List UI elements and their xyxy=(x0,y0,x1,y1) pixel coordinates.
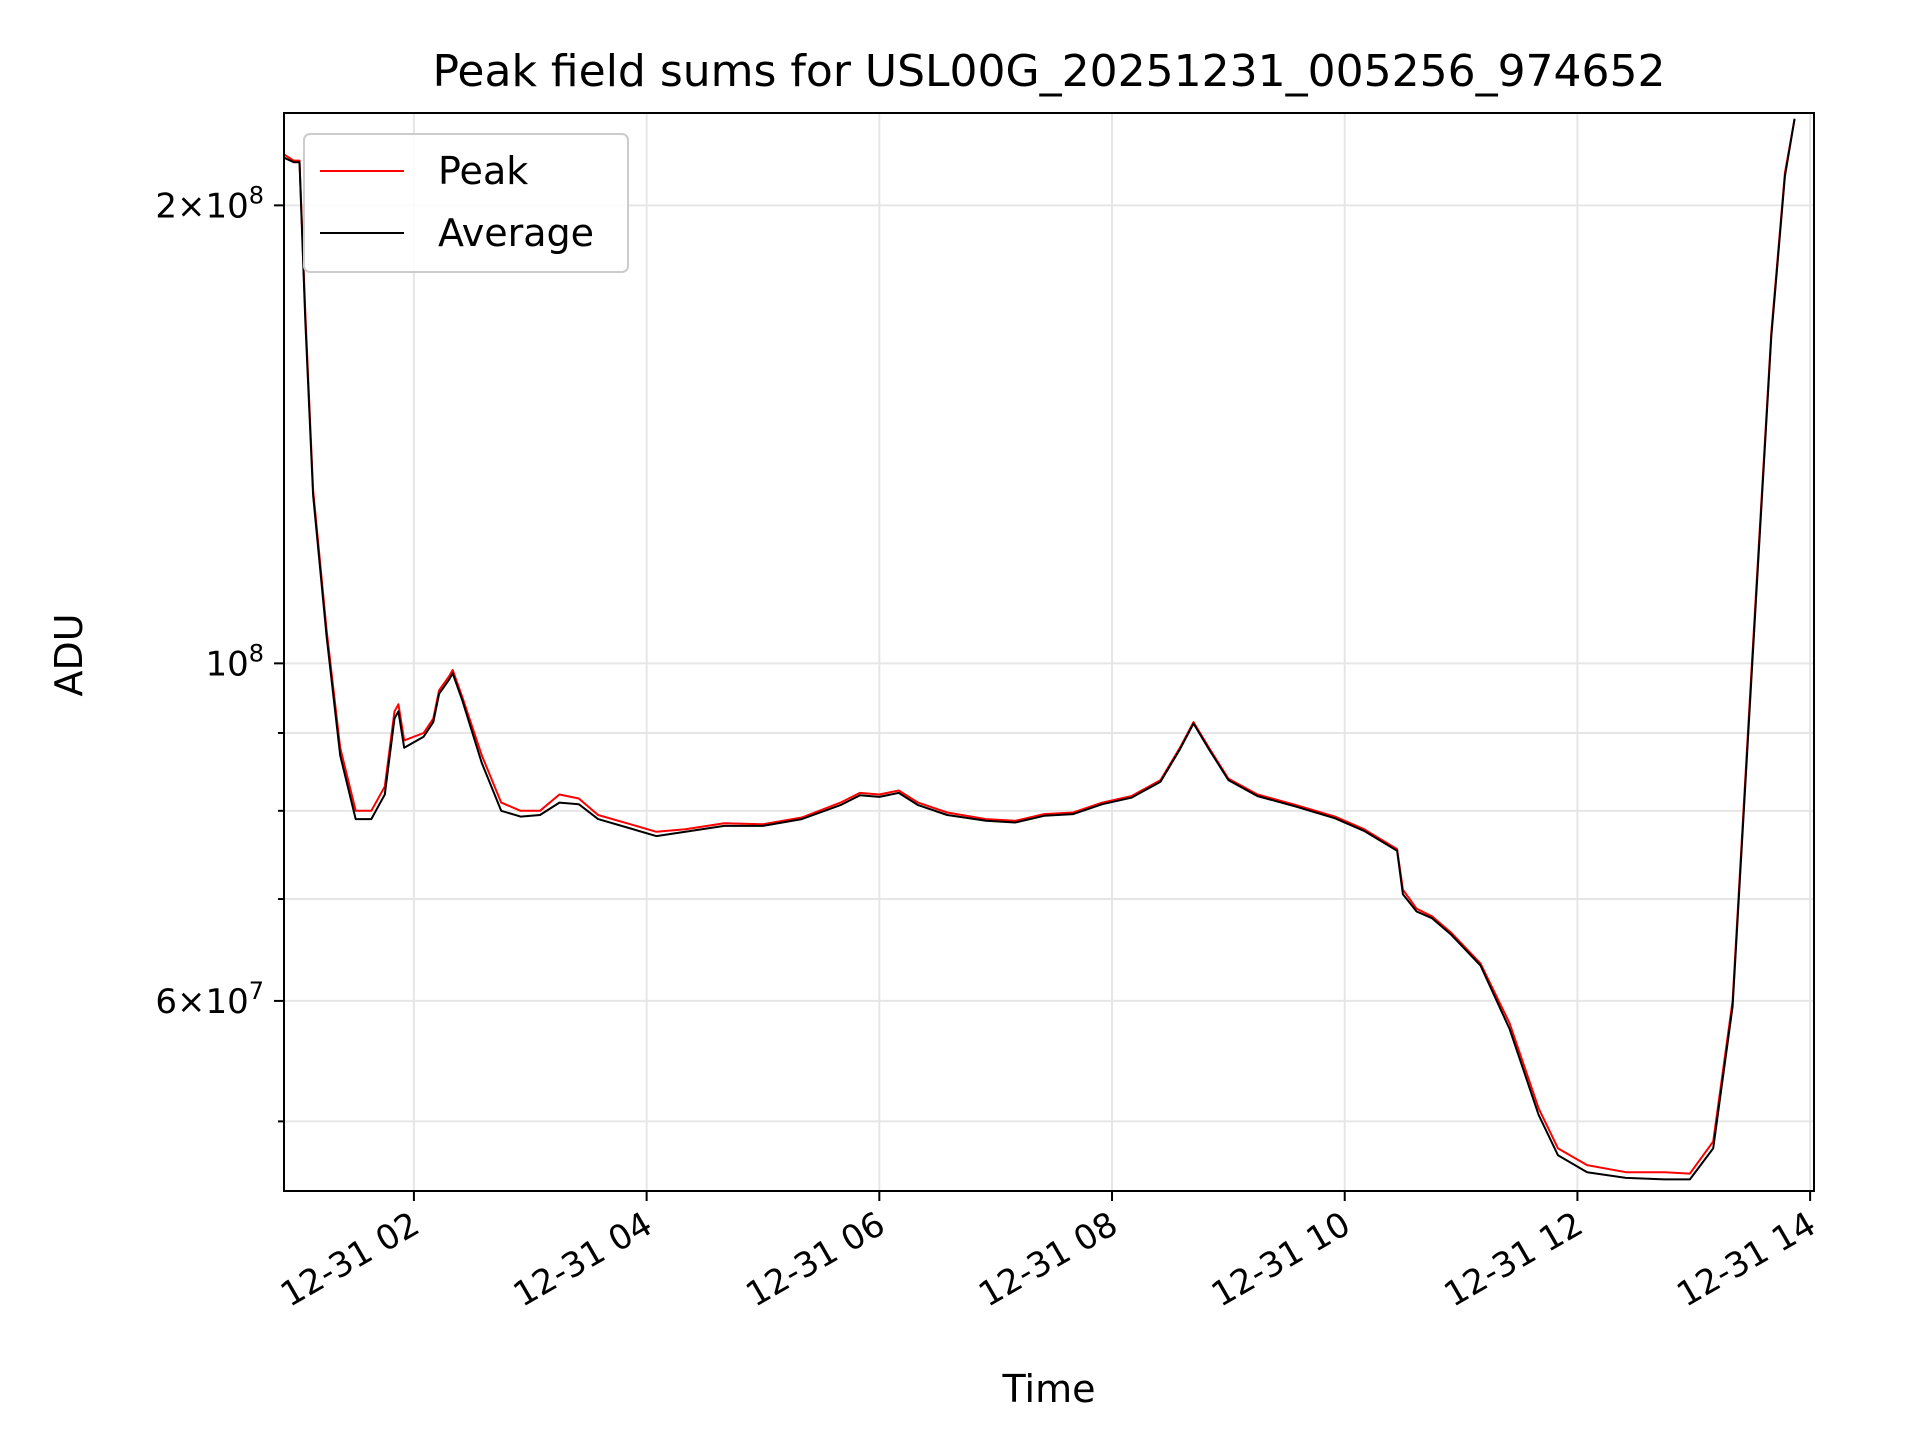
grid-lines xyxy=(284,113,1814,1191)
y-tick-label: 2×108 xyxy=(155,181,264,226)
y-tick-label: 6×107 xyxy=(155,977,264,1022)
series-line-average xyxy=(284,118,1796,1181)
x-axis-label: Time xyxy=(1002,1367,1096,1411)
plot-series-group xyxy=(284,118,1796,1181)
y-tick-label-exponent: 8 xyxy=(249,639,264,667)
y-tick-label-exponent: 8 xyxy=(249,181,264,209)
legend-box xyxy=(303,133,629,273)
legend-label-average: Average xyxy=(438,211,594,255)
y-tick-label-base: 2×10 xyxy=(155,186,248,226)
plot-area-frame xyxy=(283,112,1815,1192)
y-tick-label-exponent: 7 xyxy=(249,977,264,1005)
series-line-peak xyxy=(284,118,1796,1175)
y-axis-label: ADU xyxy=(47,613,91,696)
y-tick-label-base: 10 xyxy=(205,644,248,684)
legend-label-peak: Peak xyxy=(438,149,528,193)
chart-title: Peak field sums for USL00G_20251231_0052… xyxy=(432,46,1665,97)
legend: Peak Average xyxy=(303,133,629,273)
y-tick-label-base: 6×10 xyxy=(155,982,248,1022)
y-tick-label: 108 xyxy=(205,639,264,684)
